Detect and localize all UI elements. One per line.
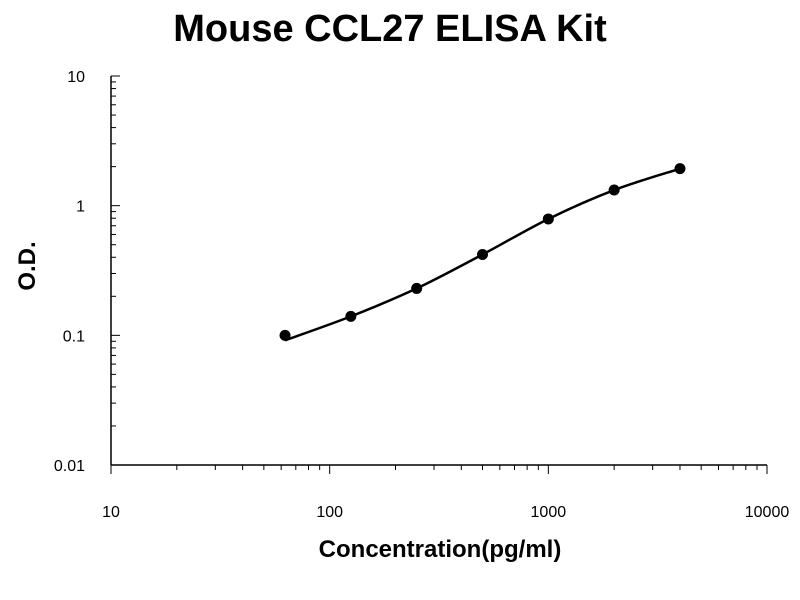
- y-tick-label: 10: [67, 69, 85, 86]
- data-point: [279, 329, 291, 341]
- data-point: [411, 282, 423, 294]
- x-axis-label: Concentration(pg/ml): [318, 536, 562, 563]
- chart-title: Mouse CCL27 ELISA Kit: [173, 8, 607, 50]
- x-tick-label: 100: [316, 504, 343, 521]
- data-point: [674, 163, 686, 175]
- x-tick-label: 10000: [745, 504, 790, 521]
- data-point: [477, 249, 489, 261]
- x-tick-label: 10: [102, 504, 120, 521]
- x-tick-label: 1000: [531, 504, 567, 521]
- y-tick-label: 0.1: [63, 328, 85, 345]
- y-tick-label: 1: [76, 199, 85, 216]
- data-point: [542, 213, 554, 225]
- y-tick-label: 0.01: [54, 458, 85, 475]
- data-point: [345, 310, 357, 322]
- data-point: [608, 184, 620, 196]
